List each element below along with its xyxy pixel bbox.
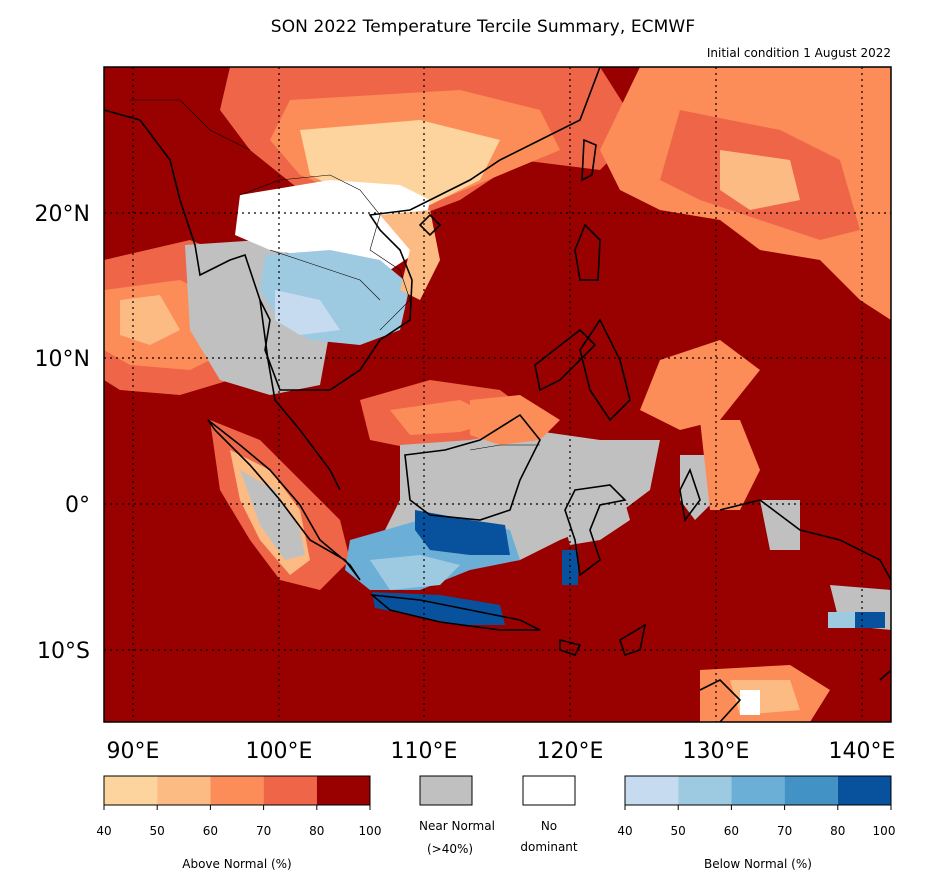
maluku-warm [700, 420, 760, 510]
pacific-east-warm [640, 340, 760, 430]
sulawesi-below [562, 550, 578, 585]
above-60-70 [210, 776, 264, 805]
above-70-80 [263, 776, 317, 805]
above-tick-50: 50 [150, 824, 165, 838]
bay-bengal-light [120, 295, 180, 345]
above-tick-70: 70 [256, 824, 271, 838]
lat-tick-0: 0° [65, 493, 90, 518]
chart-title: SON 2022 Temperature Tercile Summary, EC… [270, 17, 696, 37]
chart-subtitle: Initial condition 1 August 2022 [706, 46, 891, 60]
sulawesi-near-normal [555, 485, 630, 545]
below-legend-title: Below Normal (%) [704, 857, 812, 871]
java-sea-below-light [370, 555, 460, 590]
map-frame [103, 66, 892, 723]
java-below-strong [372, 592, 505, 625]
legend-near-normal: Near Normal (>40%) [419, 775, 495, 856]
lat-tick-20n: 20°N [35, 202, 90, 227]
below-60-70 [731, 776, 785, 805]
below-tick-50: 50 [671, 824, 686, 838]
below-50-60 [678, 776, 732, 805]
lon-tick-140e: 140°E [829, 739, 896, 764]
below-tick-100: 100 [873, 824, 896, 838]
below-40-50 [625, 776, 679, 805]
near-normal-swatch [419, 775, 473, 806]
legend-above: 40 50 60 70 80 100 Above Normal (%) [96, 775, 382, 871]
java-sea-below-strong [415, 510, 510, 555]
lat-tick-10n: 10°N [35, 347, 90, 372]
australia-white [740, 690, 760, 715]
legend-no-dominant: No dominant [520, 775, 578, 854]
below-tick-60: 60 [724, 824, 739, 838]
below-80-100 [837, 776, 891, 805]
no-dominant-label-2: dominant [520, 840, 578, 854]
near-normal-label-2: (>40%) [427, 842, 473, 856]
arafura-below-light [828, 612, 855, 628]
above-tick-40: 40 [96, 824, 111, 838]
map-area [104, 67, 891, 722]
below-tick-80: 80 [830, 824, 845, 838]
above-tick-100: 100 [359, 824, 382, 838]
near-normal-label-1: Near Normal [419, 819, 495, 833]
lon-tick-130e: 130°E [683, 739, 750, 764]
gridlines [104, 67, 891, 722]
lon-tick-100e: 100°E [246, 739, 313, 764]
west-pacific-light [720, 150, 800, 210]
no-dominant-swatch [522, 775, 576, 806]
below-tick-40: 40 [617, 824, 632, 838]
borders [130, 99, 540, 451]
coastlines [104, 67, 891, 722]
above-tick-80: 80 [309, 824, 324, 838]
arafura-below [855, 612, 885, 628]
lon-ticks: 90°E 100°E 110°E 120°E 130°E 140°E [107, 739, 896, 764]
below-tick-70: 70 [777, 824, 792, 838]
above-50-60 [157, 776, 211, 805]
sumatra-near-normal [240, 470, 305, 560]
lat-ticks: 20°N 10°N 0° 10°S [35, 202, 90, 664]
below-70-80 [784, 776, 838, 805]
vietnam-warm [380, 210, 440, 300]
lon-tick-110e: 110°E [391, 739, 458, 764]
mainland-no-dominant [235, 180, 430, 270]
above-tick-60: 60 [203, 824, 218, 838]
no-dominant-label-1: No [541, 819, 557, 833]
lon-tick-120e: 120°E [537, 739, 604, 764]
papua-near-normal [760, 500, 800, 550]
mainland-below-light [275, 290, 340, 335]
lon-tick-90e: 90°E [107, 739, 160, 764]
lat-tick-10s: 10°S [37, 639, 90, 664]
above-80-100 [316, 776, 370, 805]
above-legend-title: Above Normal (%) [182, 857, 291, 871]
legend-below: 40 50 60 70 80 100 Below Normal (%) [617, 775, 896, 871]
above-40-50 [104, 776, 158, 805]
